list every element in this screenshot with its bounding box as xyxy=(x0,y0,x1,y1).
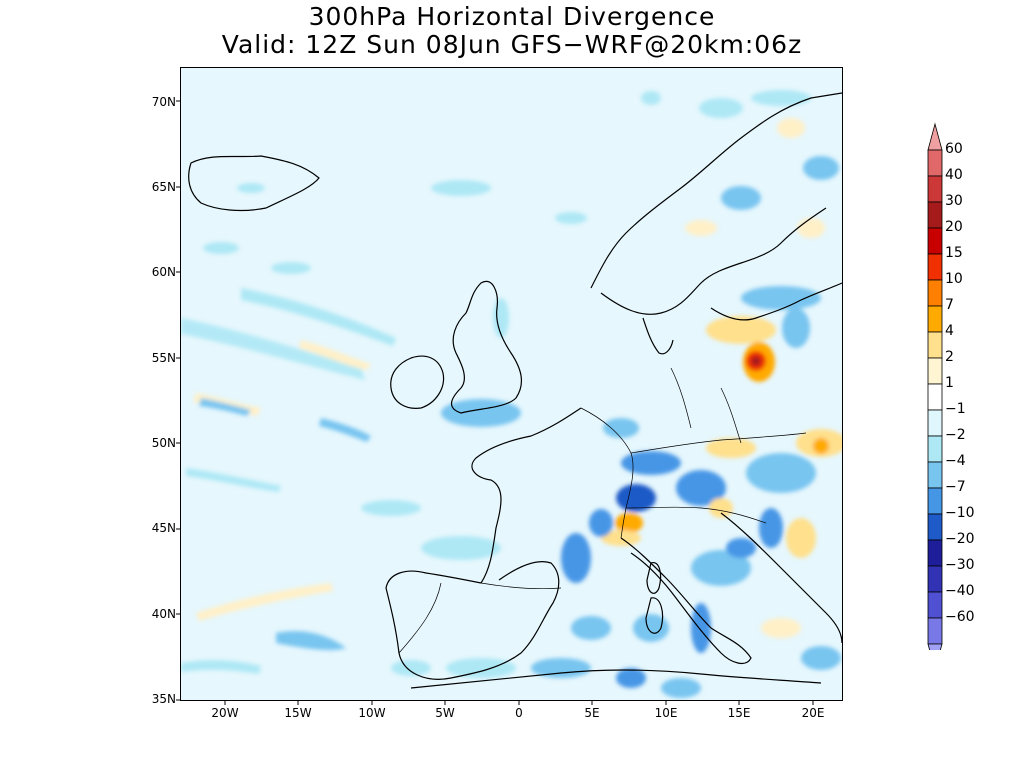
colorbar-label: 15 xyxy=(945,245,963,261)
colorbar-label: −1 xyxy=(945,401,966,417)
lon-tick-label: 20E xyxy=(801,706,825,720)
map-background xyxy=(181,68,842,700)
colorbar-cell xyxy=(927,149,943,177)
country-borders xyxy=(398,367,807,654)
colorbar-cell xyxy=(927,435,943,463)
lon-tick-label: 15W xyxy=(284,706,312,720)
coastlines xyxy=(188,92,842,689)
colorbar-cell xyxy=(927,539,943,567)
colorbar-label: −10 xyxy=(945,505,975,521)
colorbar-label: 7 xyxy=(945,297,954,313)
map-valid-time-subtitle: Valid: 12Z Sun 08Jun GFS−WRF@20km:06z xyxy=(221,30,803,59)
colorbar-label: 2 xyxy=(945,349,954,365)
lon-tick-label: 20W xyxy=(211,706,239,720)
colorbar-legend xyxy=(927,122,943,650)
colorbar-label: −30 xyxy=(945,557,975,573)
colorbar-cell xyxy=(927,565,943,593)
colorbar-cells xyxy=(927,122,943,650)
colorbar-label: −7 xyxy=(945,479,966,495)
colorbar-label: −4 xyxy=(945,453,966,469)
colorbar-cell xyxy=(927,617,943,645)
map-plot-area xyxy=(180,67,843,701)
colorbar-cell xyxy=(927,357,943,385)
colorbar-label: 10 xyxy=(945,271,963,287)
lat-tick-label: 60N xyxy=(151,265,176,279)
colorbar-label: 20 xyxy=(945,219,963,235)
lon-tick-label: 10W xyxy=(358,706,386,720)
colorbar-label: 4 xyxy=(945,323,954,339)
colorbar-cell xyxy=(927,409,943,437)
colorbar-bottom-arrow xyxy=(927,643,943,650)
lat-tick-label: 55N xyxy=(151,351,176,365)
lon-tick-label: 0 xyxy=(515,706,523,720)
map-title: 300hPa Horizontal Divergence xyxy=(308,2,716,31)
lat-tick-label: 35N xyxy=(151,692,176,706)
lat-tick-label: 50N xyxy=(151,436,176,450)
colorbar-cell xyxy=(927,175,943,203)
colorbar-cell xyxy=(927,305,943,333)
lon-tick-label: 15E xyxy=(727,706,751,720)
colorbar-cell xyxy=(927,227,943,255)
colorbar-label: 60 xyxy=(945,141,963,157)
colorbar-label: 1 xyxy=(945,375,954,391)
colorbar-label: −40 xyxy=(945,583,975,599)
lat-tick-label: 45N xyxy=(151,521,176,535)
colorbar-cell xyxy=(927,201,943,229)
colorbar-label: 40 xyxy=(945,167,963,183)
divergence-field-shading xyxy=(181,90,842,698)
lat-tick-label: 65N xyxy=(151,180,176,194)
lon-tick-label: 5W xyxy=(435,706,455,720)
lat-tick-label: 70N xyxy=(151,95,176,109)
lon-tick-label: 5E xyxy=(584,706,600,720)
colorbar-cell xyxy=(927,513,943,541)
colorbar-cell xyxy=(927,279,943,307)
lat-tick-label: 40N xyxy=(151,607,176,621)
colorbar-cell xyxy=(927,331,943,359)
colorbar-label: −2 xyxy=(945,427,966,443)
colorbar-cell xyxy=(927,253,943,281)
divergence-map xyxy=(181,68,842,700)
colorbar-label: −60 xyxy=(945,609,975,625)
colorbar-cell xyxy=(927,461,943,489)
colorbar-label: −20 xyxy=(945,531,975,547)
colorbar-cell xyxy=(927,591,943,619)
colorbar-top-arrow xyxy=(927,122,943,151)
colorbar-label: 30 xyxy=(945,193,963,209)
colorbar-cell xyxy=(927,383,943,411)
lon-tick-label: 10E xyxy=(654,706,678,720)
colorbar-cell xyxy=(927,487,943,515)
